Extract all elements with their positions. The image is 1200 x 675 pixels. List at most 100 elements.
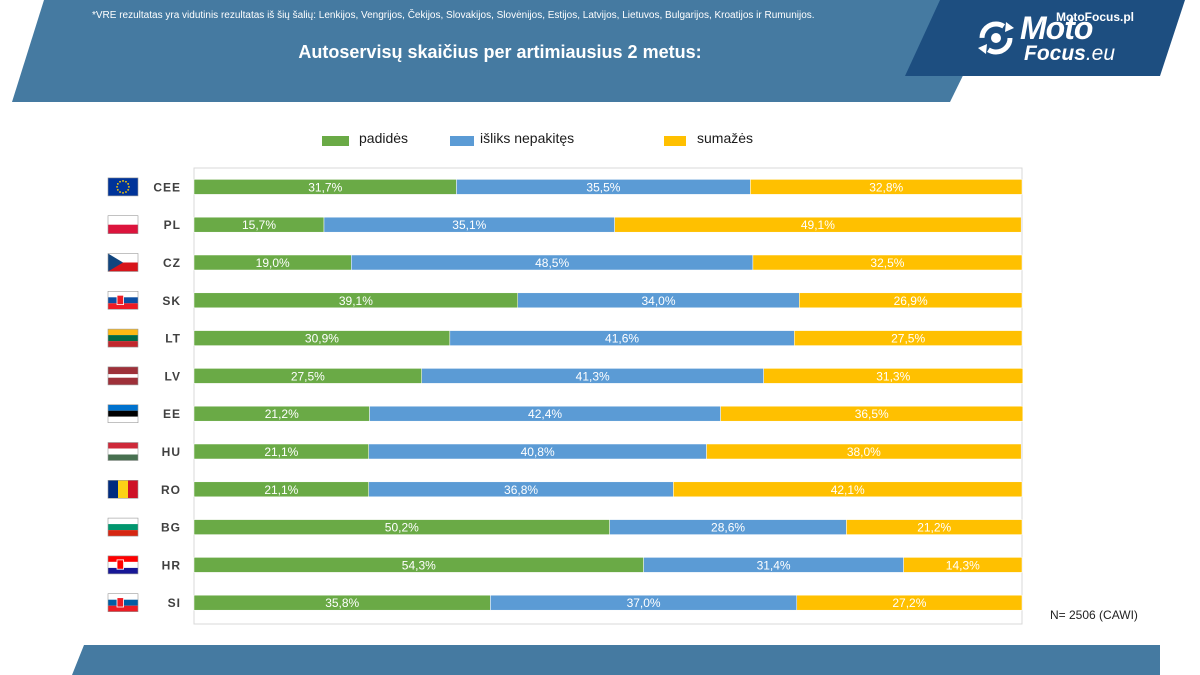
flag-stripe [108, 410, 138, 417]
data-label-cee-1: 35,5% [586, 180, 620, 194]
flag-sk-icon [107, 290, 139, 310]
eu-star [122, 180, 124, 182]
flag-border [107, 328, 139, 348]
data-label-si-2: 27,2% [892, 596, 926, 610]
gear-arrows-icon [978, 21, 1014, 55]
data-label-lv-0: 27,5% [291, 369, 325, 383]
flag-emblem [116, 294, 124, 306]
data-label-cee-0: 31,7% [308, 180, 342, 194]
category-label-pl: PL [164, 218, 181, 232]
eu-star [125, 180, 127, 183]
flag-stripe [128, 480, 138, 499]
data-label-hu-2: 38,0% [847, 445, 881, 459]
flag-stripe [108, 530, 138, 537]
logo-text-moto: Moto [1020, 10, 1093, 46]
bar-segment-lt-2 [794, 330, 1023, 346]
logo-text-focus: Focus.eu [1024, 42, 1115, 66]
bar-segment-ee-2 [720, 405, 1024, 422]
flag-border [107, 290, 139, 310]
data-label-bg-0: 50,2% [385, 521, 419, 535]
data-label-ro-1: 36,8% [504, 483, 538, 497]
bar-segment-ro-2 [673, 481, 1023, 498]
eu-star [116, 188, 119, 191]
bar-segment-hu-2 [706, 443, 1022, 460]
logo-banner-shape [905, 0, 1185, 76]
flag-stripe [108, 404, 138, 411]
bar-segment-cee-2 [750, 179, 1023, 195]
data-label-lt-0: 30,9% [305, 332, 339, 346]
flag-bg-icon [107, 517, 139, 537]
flag-emblem [116, 559, 124, 570]
category-label-si: SI [168, 596, 181, 610]
data-label-cee-2: 32,8% [869, 180, 903, 194]
eu-star [119, 191, 121, 193]
flag-hr-icon [107, 555, 139, 575]
footer-banner [72, 645, 1160, 675]
category-label-lv: LV [165, 369, 181, 383]
flag-stripe [108, 291, 138, 298]
data-label-cz-2: 32,5% [870, 256, 904, 270]
flag-eu-icon [107, 177, 139, 197]
flag-stripe [108, 341, 138, 348]
data-label-hu-0: 21,1% [264, 445, 298, 459]
flag-stripe [108, 480, 118, 499]
site-link[interactable]: MotoFocus.pl [1056, 10, 1134, 24]
data-label-lt-1: 41,6% [605, 332, 639, 346]
data-label-bg-2: 21,2% [917, 521, 951, 535]
flag-stripe [108, 593, 138, 600]
eu-flag-field [108, 177, 138, 196]
data-label-ee-2: 36,5% [855, 407, 889, 421]
legend-label-decrease: sumažės [697, 130, 754, 146]
eu-star [116, 186, 118, 188]
flag-hu-icon [107, 442, 139, 461]
category-label-bg: BG [161, 521, 181, 535]
data-label-hr-2: 14,3% [946, 558, 980, 572]
legend-label-increase: padidės [359, 130, 409, 146]
category-label-sk: SK [162, 294, 181, 308]
legend: padidės išliks nepakitęs sumažės [0, 128, 1200, 152]
flag-stripe [108, 518, 138, 525]
footnote: *VRE rezultatas yra vidutinis rezultatas… [92, 10, 815, 21]
chart-title: Autoservisų skaičius per artimiausius 2 … [298, 42, 702, 62]
flag-border [107, 517, 139, 537]
legend-swatch-increase [322, 136, 349, 146]
bar-segment-lv-2 [763, 368, 1024, 384]
category-label-cz: CZ [163, 256, 181, 270]
data-label-pl-1: 35,1% [452, 218, 486, 232]
data-label-cz-0: 19,0% [256, 256, 290, 270]
flag-border [107, 442, 139, 461]
data-label-si-0: 35,8% [325, 596, 359, 610]
legend-swatch-unchanged [450, 136, 474, 146]
data-label-sk-0: 39,1% [339, 294, 373, 308]
data-label-sk-2: 26,9% [894, 294, 928, 308]
flags-layer [107, 177, 139, 613]
flag-border [107, 479, 139, 499]
flag-stripe [108, 374, 138, 378]
eu-star [122, 191, 124, 194]
stacked-bar-chart: 31,7% 35,5% 32,8% 15,7% 35,1% 49,1% 19,0% 48,5%… [107, 167, 1024, 625]
bar-segment-bg-2 [846, 519, 1023, 535]
data-label-hr-0: 54,3% [402, 558, 436, 572]
legend-swatch-decrease [664, 136, 686, 146]
bar-segment-cz-2 [752, 254, 1023, 271]
flag-triangle [108, 253, 123, 272]
logo-text-focus-word: Focus [1024, 42, 1086, 65]
category-label-cee: CEE [153, 180, 181, 194]
flag-stripe [108, 524, 138, 531]
eu-star [116, 183, 119, 185]
flag-lt-icon [107, 328, 139, 348]
data-label-sk-1: 34,0% [641, 294, 675, 308]
category-label-hu: HU [162, 445, 181, 459]
flag-stripe [118, 480, 128, 499]
data-label-pl-0: 15,7% [242, 218, 276, 232]
category-labels-layer: CEE PL CZ SK LT LV EE HU RO BG HR SI [153, 180, 181, 610]
flag-border [107, 366, 139, 386]
motofocus-logo: Moto Focus.eu [976, 8, 1186, 72]
flag-stripe [108, 215, 138, 225]
banner-shape [12, 0, 1000, 102]
flag-pl-icon [107, 215, 139, 234]
bars-layer: 31,7% 35,5% 32,8% 15,7% 35,1% 49,1% 19,0% 48,5%… [193, 179, 1024, 611]
data-label-ro-2: 42,1% [831, 483, 865, 497]
flag-ro-icon [107, 479, 139, 499]
plot-area-frame [193, 167, 1023, 625]
